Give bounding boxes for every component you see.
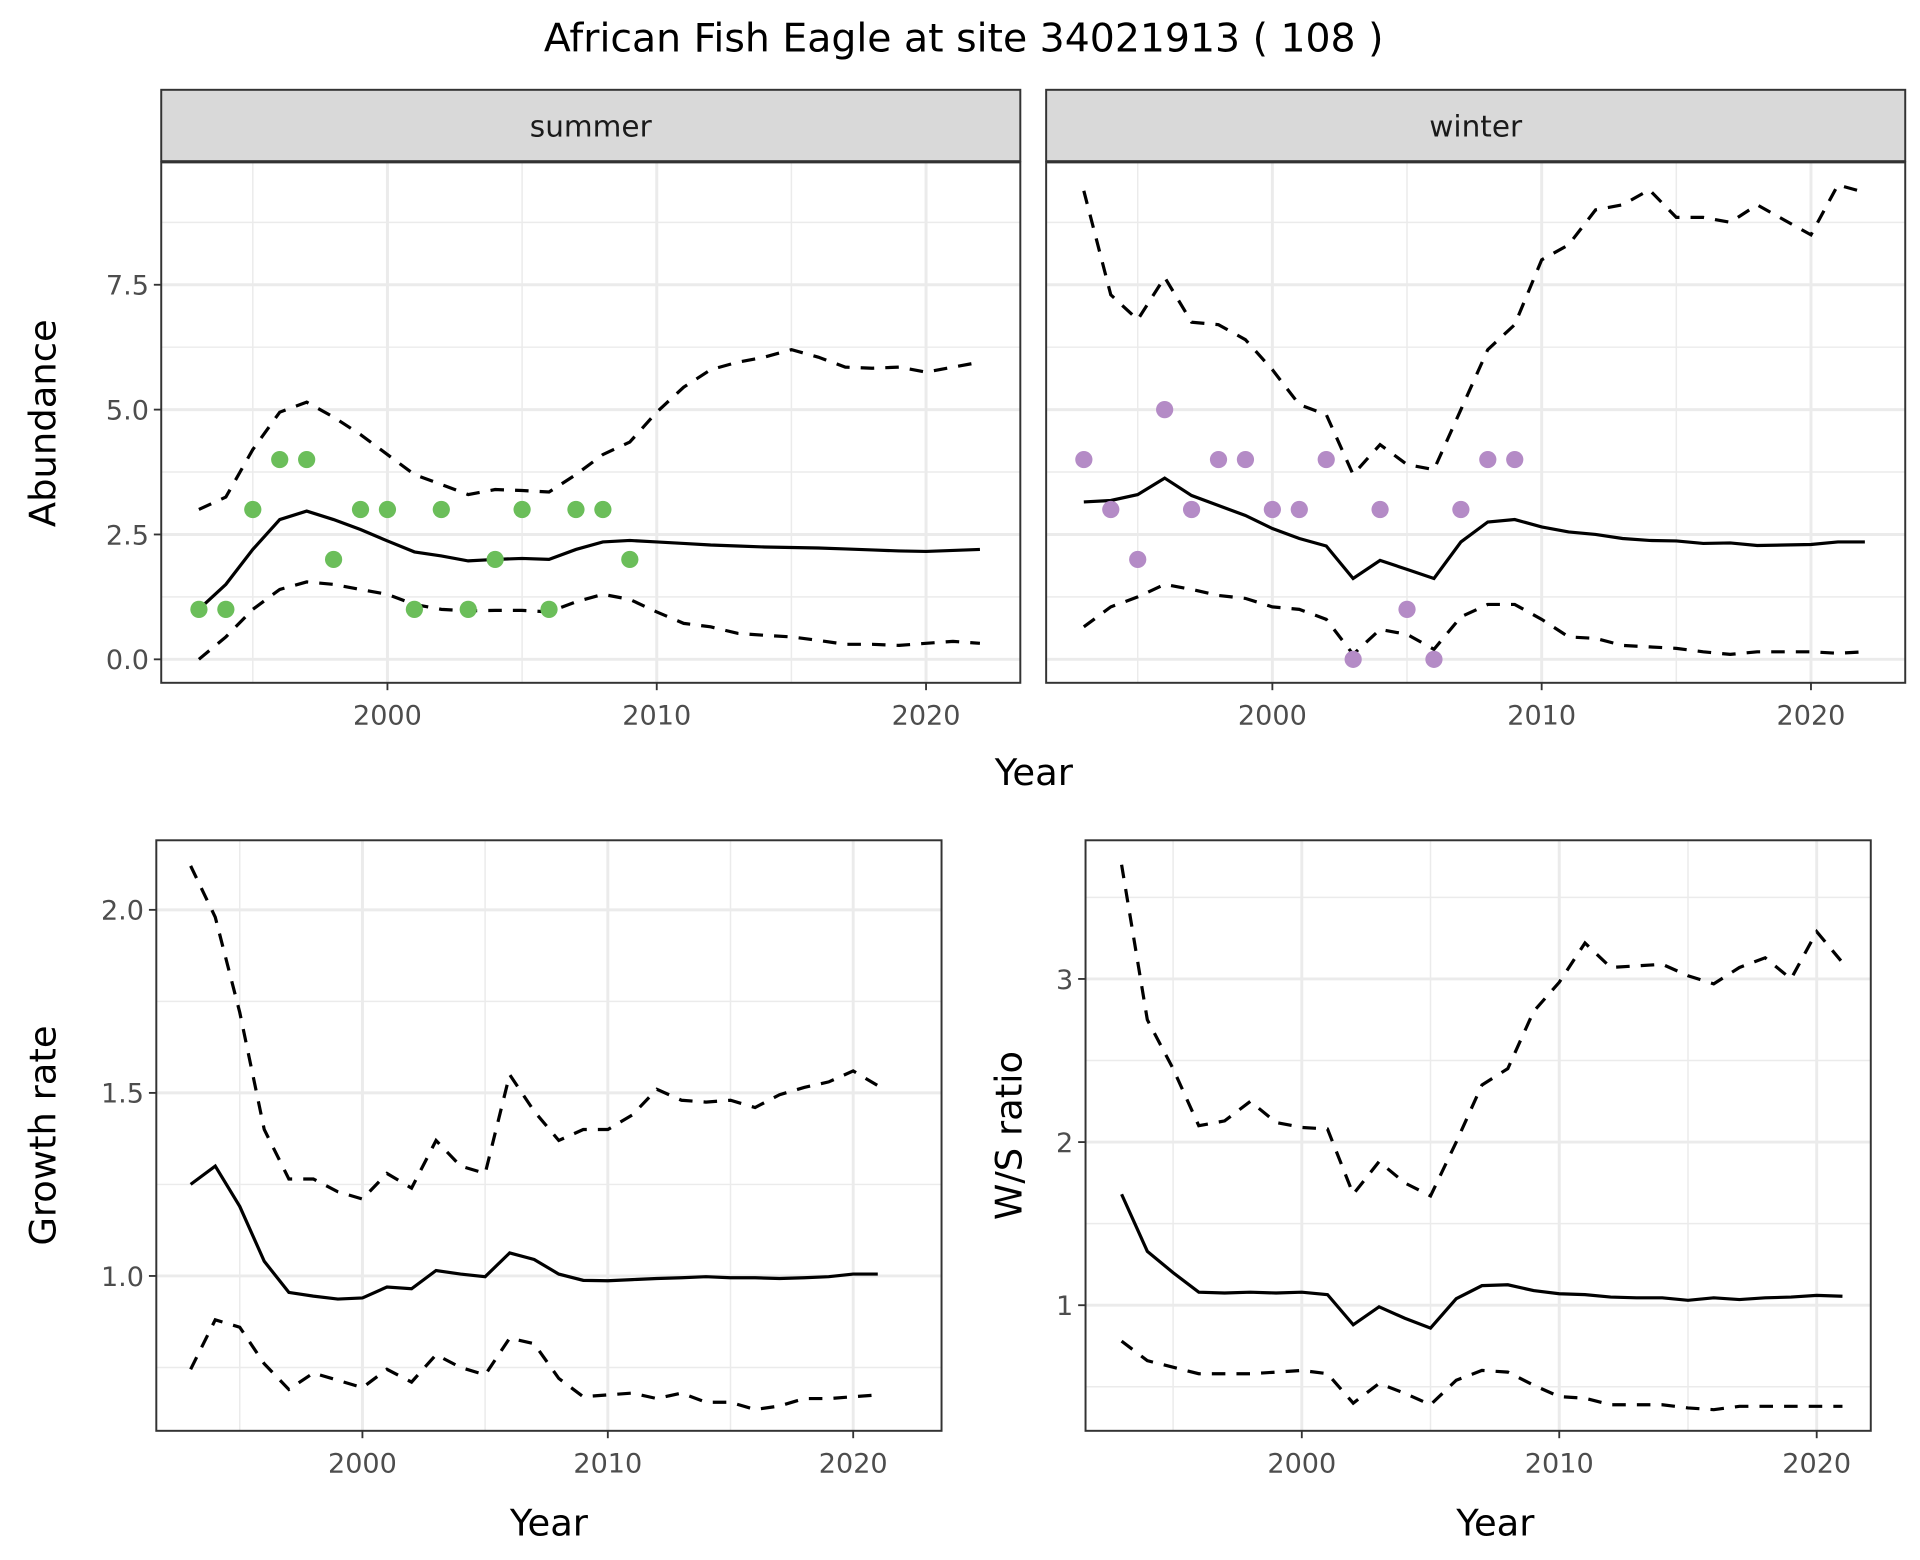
mean-line [1120, 1193, 1843, 1330]
x-axis-label: Year [509, 1501, 589, 1544]
plot-area [1046, 162, 1906, 683]
y-tick-label: 1.0 [101, 1262, 144, 1293]
lower-ci-line [189, 1317, 878, 1412]
data-point [217, 600, 235, 619]
data-point [1290, 500, 1308, 519]
y-tick-label: 7.5 [106, 271, 149, 302]
y-tick-label: 2.0 [101, 896, 144, 927]
panel-ratio: 2000 2010 2020 1 2 3 Year W/S ratio [988, 839, 1872, 1544]
panel-summer: 2000 2010 2020 0.0 2.5 5.0 7.5 summer [106, 88, 1022, 732]
data-point [1156, 401, 1174, 419]
data-point [1102, 500, 1120, 519]
panel-border [155, 839, 943, 1432]
plot-area [1085, 840, 1871, 1431]
data-point [1075, 450, 1093, 469]
data-point [405, 600, 423, 619]
data-point [540, 600, 558, 619]
y-tick-label: 2.5 [106, 520, 149, 551]
x-axis-label: Year [1455, 1501, 1535, 1544]
data-point [594, 500, 612, 519]
data-point [1209, 450, 1228, 469]
x-tick-label: 2010 [1525, 1449, 1594, 1480]
x-tick-label: 2000 [1238, 701, 1307, 732]
panel-border [160, 161, 1022, 684]
plot-area [156, 840, 942, 1431]
lower-ci-line [1082, 582, 1865, 657]
x-tick-label: 2010 [1507, 701, 1576, 732]
data-point [513, 500, 531, 519]
data-point [1182, 500, 1201, 519]
data-point [298, 450, 316, 469]
upper-ci-line [1120, 864, 1844, 1199]
y-tick-label: 5.0 [106, 395, 149, 426]
data-point [271, 450, 289, 469]
data-point [378, 500, 397, 519]
y-tick-label: 3 [1056, 965, 1073, 996]
x-tick-label: 2010 [573, 1449, 642, 1480]
mean-line [1083, 476, 1865, 581]
data-point [1452, 500, 1470, 519]
facet-strip [160, 88, 1022, 163]
data-point [1425, 650, 1443, 668]
data-point [432, 500, 450, 519]
y-axis-label: Growth rate [21, 1025, 64, 1245]
y-tick-label: 1.5 [101, 1079, 144, 1110]
y-axis-label: W/S ratio [988, 1051, 1031, 1220]
top-x-axis-label: Year [994, 751, 1074, 794]
lower-ci-line [197, 580, 981, 661]
plot-area [161, 162, 1021, 683]
x-tick-label: 2000 [353, 701, 422, 732]
facet-strip-label: summer [530, 110, 653, 144]
panel-winter: 2000 2010 2020 winter [1045, 88, 1907, 732]
mean-line [197, 509, 980, 611]
data-point [1506, 450, 1524, 469]
data-point [1479, 450, 1497, 469]
mean-line [189, 1163, 878, 1301]
x-tick-label: 2020 [1782, 1449, 1851, 1480]
data-point [567, 500, 585, 519]
y-tick-label: 1 [1056, 1291, 1073, 1322]
data-point [1236, 450, 1255, 469]
data-point [486, 550, 504, 569]
panel-growth: 2000 2010 2020 1.0 1.5 2.0 Year Growth rate [21, 839, 943, 1544]
y-tick-label: 2 [1056, 1128, 1073, 1159]
x-tick-label: 2000 [328, 1449, 397, 1480]
facet-strip [1045, 88, 1907, 163]
panel-border [1045, 161, 1907, 684]
data-point [621, 550, 639, 569]
data-point [1129, 550, 1147, 569]
panel-border [1084, 839, 1872, 1432]
upper-ci-line [189, 865, 879, 1201]
data-point [1263, 500, 1281, 519]
data-point [1344, 650, 1362, 668]
data-point [1398, 600, 1416, 619]
data-point [459, 600, 477, 619]
data-point [244, 500, 262, 519]
x-tick-label: 2000 [1267, 1449, 1336, 1480]
chart-title: African Fish Eagle at site 34021913 ( 10… [544, 16, 1384, 62]
top-y-axis-label: Abundance [21, 319, 64, 527]
data-point [351, 500, 370, 519]
upper-ci-line [198, 347, 981, 511]
x-tick-label: 2010 [622, 701, 691, 732]
x-tick-label: 2020 [892, 701, 961, 732]
data-point [190, 600, 208, 619]
data-point [1317, 450, 1335, 469]
data-point [324, 550, 343, 569]
data-point [1371, 500, 1389, 519]
x-tick-label: 2020 [819, 1449, 888, 1480]
y-tick-label: 0.0 [106, 645, 149, 676]
lower-ci-line [1120, 1339, 1843, 1412]
x-tick-label: 2020 [1777, 701, 1846, 732]
facet-strip-label: winter [1429, 110, 1523, 144]
